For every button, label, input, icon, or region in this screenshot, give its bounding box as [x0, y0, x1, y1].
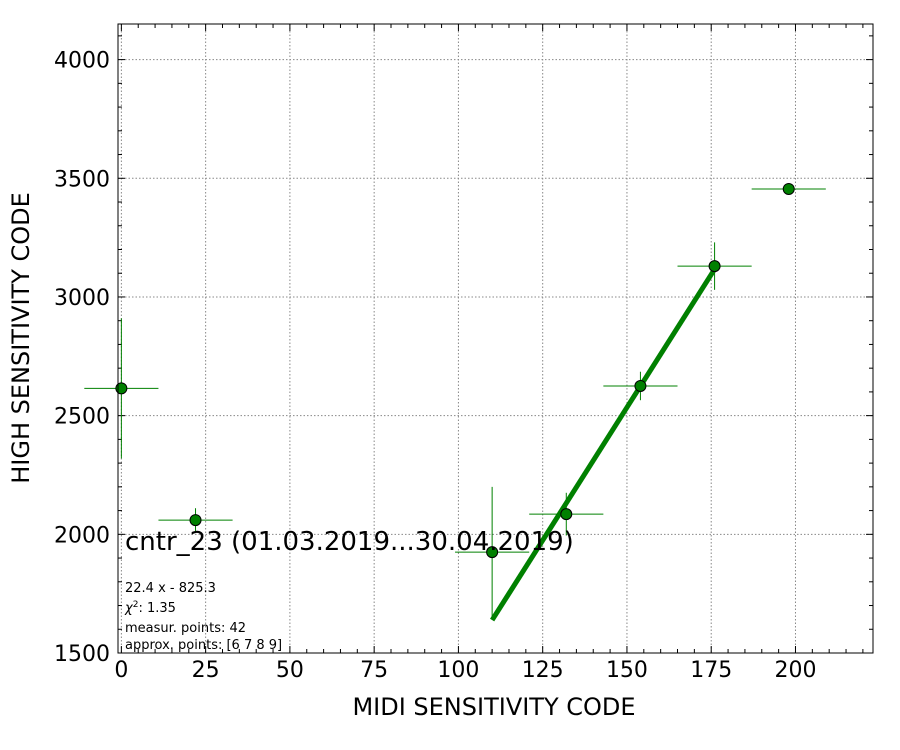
x-axis-label: MIDI SENSITIVITY CODE: [352, 693, 635, 721]
x-tick-label: 75: [360, 658, 388, 683]
fit-equation: 22.4 x - 825.3: [125, 581, 216, 596]
measured-points: measur. points: 42: [125, 621, 246, 636]
plot-frame: [117, 23, 874, 654]
x-tick-label: 100: [437, 658, 479, 683]
y-tick-label: 3500: [54, 167, 110, 192]
y-tick-label: 3000: [54, 286, 110, 311]
x-tick-label: 200: [774, 658, 816, 683]
data-point: [560, 508, 573, 521]
chart-title: cntr_23 (01.03.2019...30.04.2019): [125, 527, 574, 557]
y-axis-label: HIGH SENSITIVITY CODE: [7, 192, 35, 484]
chi-value: : 1.35: [138, 601, 175, 616]
axis-ticks: [118, 24, 873, 654]
data-point: [189, 514, 202, 527]
x-tick-label: 150: [606, 658, 648, 683]
x-tick-label: 125: [522, 658, 564, 683]
x-tick-label: 0: [114, 658, 128, 683]
y-tick-label: 2500: [54, 405, 110, 430]
y-tick-label: 4000: [54, 49, 110, 74]
chi-exponent: 2: [133, 600, 139, 610]
x-tick-label: 25: [192, 658, 220, 683]
x-tick-label: 50: [276, 658, 304, 683]
approx-points: approx. points: [6 7 8 9]: [125, 638, 282, 653]
fit-line-layer: [490, 267, 717, 622]
data-point: [115, 382, 128, 395]
chi-squared: χ2: 1.35: [124, 600, 176, 616]
fit-line: [490, 267, 717, 622]
x-tick-label: 175: [690, 658, 732, 683]
data-point: [708, 260, 721, 273]
data-point: [782, 182, 795, 195]
chi-symbol: χ: [124, 601, 134, 616]
y-tick-label: 1500: [54, 642, 110, 667]
data-point: [634, 379, 647, 392]
grid: [118, 24, 873, 654]
tick-labels: 0 25 50 75 100 125 150 175 200 1500 2000 2500 3000 35…: [54, 49, 816, 683]
data-point: [486, 546, 499, 559]
y-tick-label: 2000: [54, 523, 110, 548]
data-points: [84, 182, 826, 618]
